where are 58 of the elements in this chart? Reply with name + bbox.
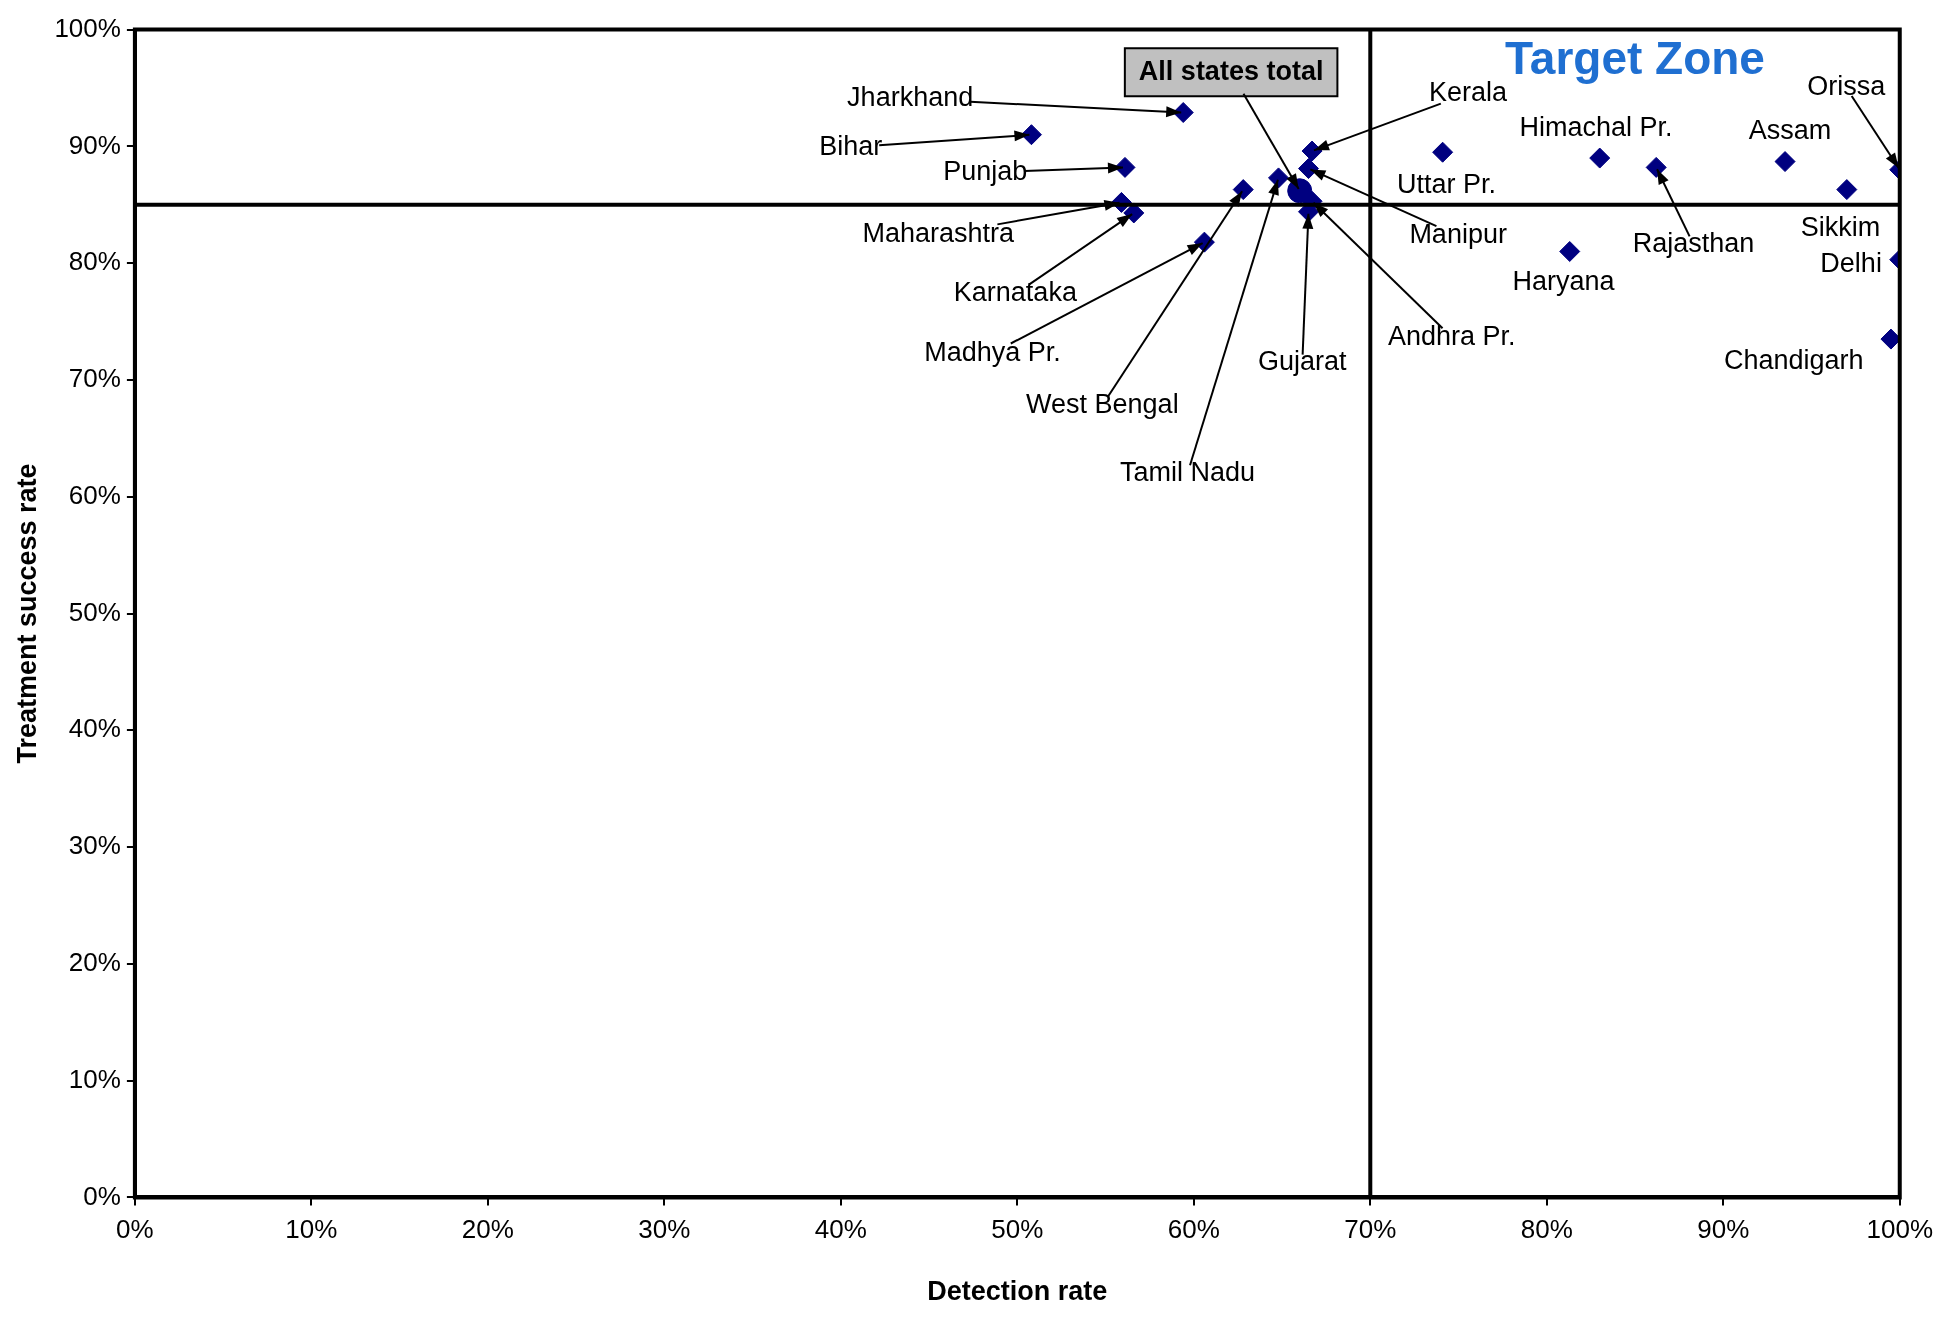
y-tick-label: 0% bbox=[83, 1180, 121, 1211]
x-tick-label: 90% bbox=[1697, 1214, 1750, 1245]
x-tick-label: 30% bbox=[638, 1214, 691, 1245]
x-tick-label: 50% bbox=[991, 1214, 1044, 1245]
point bbox=[1836, 179, 1858, 201]
x-tick-label: 60% bbox=[1167, 1214, 1220, 1245]
annotation: Sikkim bbox=[1800, 211, 1881, 242]
point bbox=[1432, 141, 1454, 163]
annotation: Maharashtra bbox=[862, 218, 1015, 249]
x-tick-label: 10% bbox=[285, 1214, 338, 1245]
annotation: Target Zone bbox=[1505, 31, 1765, 84]
point bbox=[1589, 147, 1611, 169]
y-tick-label: 100% bbox=[54, 12, 121, 43]
x-tick-label: 0% bbox=[116, 1214, 154, 1245]
point bbox=[1559, 240, 1581, 262]
annotation: All states total bbox=[1138, 55, 1324, 86]
x-tick-label: 80% bbox=[1520, 1214, 1573, 1245]
annotation: Delhi bbox=[1820, 248, 1882, 279]
annotation: Jharkhand bbox=[847, 82, 974, 113]
y-tick-label: 40% bbox=[68, 713, 121, 744]
annotation: Orissa bbox=[1807, 70, 1887, 101]
annotation: Punjab bbox=[943, 155, 1028, 186]
annotation: Gujarat bbox=[1258, 346, 1348, 377]
y-tick-label: 80% bbox=[68, 246, 121, 277]
x-tick-label: 20% bbox=[461, 1214, 514, 1245]
annotation: Kerala bbox=[1428, 77, 1508, 108]
annotation: Andhra Pr. bbox=[1387, 320, 1516, 351]
annotation: Himachal Pr. bbox=[1519, 111, 1673, 142]
point bbox=[1268, 167, 1290, 189]
y-tick-label: 60% bbox=[68, 479, 121, 510]
x-tick-label: 100% bbox=[1866, 1214, 1933, 1245]
point bbox=[1232, 179, 1254, 201]
annotation: Bihar bbox=[819, 130, 883, 161]
y-tick-label: 70% bbox=[68, 363, 121, 394]
y-tick-label: 10% bbox=[68, 1063, 121, 1094]
annotation: Manipur bbox=[1409, 219, 1507, 250]
y-tick-label: 50% bbox=[68, 596, 121, 627]
y-tick-label: 90% bbox=[68, 129, 121, 160]
x-tick-label: 70% bbox=[1344, 1214, 1397, 1245]
annotation: Assam bbox=[1748, 115, 1832, 146]
annotation: West Bengal bbox=[1026, 388, 1179, 419]
annotation: Karnataka bbox=[953, 277, 1078, 308]
annotation: Tamil Nadu bbox=[1119, 456, 1256, 487]
point bbox=[1298, 158, 1320, 180]
y-tick-label: 30% bbox=[68, 830, 121, 861]
annotation: Haryana bbox=[1512, 266, 1616, 297]
point bbox=[1301, 140, 1323, 162]
annotation: Rajasthan bbox=[1632, 228, 1755, 259]
y-axis-title: Treatment success rate bbox=[11, 463, 42, 764]
annotation: Uttar Pr. bbox=[1396, 169, 1496, 200]
y-tick-label: 20% bbox=[68, 947, 121, 978]
x-tick-label: 40% bbox=[814, 1214, 867, 1245]
point bbox=[1880, 328, 1900, 350]
x-axis-title: Detection rate bbox=[927, 1276, 1108, 1307]
point bbox=[1645, 156, 1667, 178]
annotation: Chandigarh bbox=[1723, 344, 1864, 375]
point bbox=[1774, 151, 1796, 173]
annotation: Madhya Pr. bbox=[924, 336, 1061, 367]
